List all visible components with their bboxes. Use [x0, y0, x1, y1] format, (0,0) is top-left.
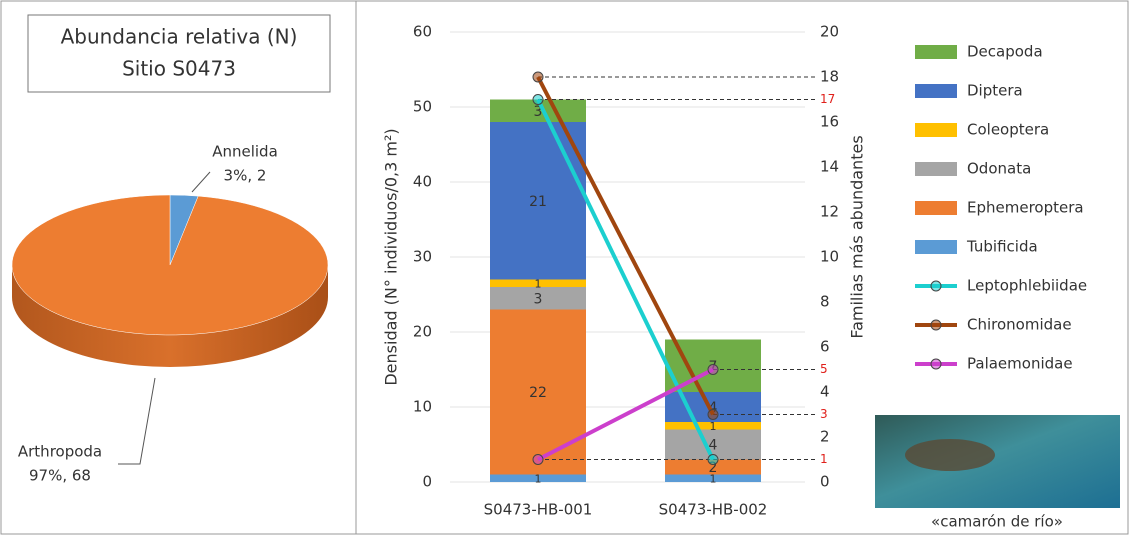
y2-tick-label: 16 — [820, 113, 839, 131]
bar-value-label: 3 — [534, 291, 543, 307]
legend-label: Chironomidae — [967, 316, 1072, 334]
line-marker — [708, 455, 718, 465]
y2-tick-label: 8 — [820, 293, 830, 311]
y-tick-label: 60 — [413, 23, 432, 41]
bar-value-label: 22 — [529, 385, 547, 401]
line-marker — [533, 95, 543, 105]
legend-marker — [931, 281, 941, 291]
legend-marker — [931, 359, 941, 369]
chart-title: Abundancia relativa (N) — [61, 25, 298, 49]
legend-swatch — [915, 84, 957, 98]
legend-marker — [931, 320, 941, 330]
y-tick-label: 30 — [413, 248, 432, 266]
legend-label: Coleoptera — [967, 121, 1049, 139]
value-annotation: 17 — [820, 92, 835, 106]
y2-tick-label: 18 — [820, 68, 839, 86]
legend-label: Leptophlebiidae — [967, 277, 1087, 295]
y2-tick-label: 20 — [820, 23, 839, 41]
value-annotation: 3 — [820, 407, 828, 421]
y-tick-label: 50 — [413, 98, 432, 116]
y2-tick-label: 14 — [820, 158, 839, 176]
pie-label: Annelida — [212, 143, 278, 161]
y2-tick-label: 12 — [820, 203, 839, 221]
y2-tick-label: 10 — [820, 248, 839, 266]
line-marker — [533, 72, 543, 82]
value-annotation: 1 — [820, 452, 828, 466]
x-tick-label: S0473-HB-001 — [484, 501, 593, 519]
pie-value-label: 3%, 2 — [224, 167, 267, 185]
x-tick-label: S0473-HB-002 — [659, 501, 768, 519]
legend-label: Odonata — [967, 160, 1031, 178]
y2-axis-title: Familias más abundantes — [848, 135, 867, 338]
chart-subtitle: Sitio S0473 — [122, 57, 236, 81]
line-marker — [533, 455, 543, 465]
y-tick-label: 20 — [413, 323, 432, 341]
legend-swatch — [915, 123, 957, 137]
y2-tick-label: 2 — [820, 428, 830, 446]
legend-swatch — [915, 240, 957, 254]
line-marker — [708, 410, 718, 420]
y2-tick-label: 6 — [820, 338, 830, 356]
photo-caption: «camarón de río» — [931, 513, 1063, 531]
bar-value-label: 21 — [529, 194, 547, 210]
legend-label: Palaemonidae — [967, 355, 1073, 373]
y-tick-label: 10 — [413, 398, 432, 416]
y-tick-label: 0 — [422, 473, 432, 491]
pie-value-label: 97%, 68 — [29, 467, 91, 485]
figure: Abundancia relativa (N) Sitio S0473 «cam… — [0, 0, 1129, 535]
line-marker — [708, 365, 718, 375]
photo-shrimp — [905, 439, 995, 471]
legend-label: Decapoda — [967, 43, 1043, 61]
y2-tick-label: 4 — [820, 383, 830, 401]
value-annotation: 5 — [820, 362, 828, 376]
y2-tick-label: 0 — [820, 473, 830, 491]
legend-label: Diptera — [967, 82, 1023, 100]
y-axis-title: Densidad (N° individuos/0,3 m²) — [382, 128, 401, 385]
pie-slice — [12, 195, 328, 335]
pie-label: Arthropoda — [18, 443, 102, 461]
legend-label: Tubificida — [966, 238, 1038, 256]
legend-swatch — [915, 201, 957, 215]
legend-swatch — [915, 162, 957, 176]
legend-label: Ephemeroptera — [967, 199, 1084, 217]
legend-swatch — [915, 45, 957, 59]
y-tick-label: 40 — [413, 173, 432, 191]
